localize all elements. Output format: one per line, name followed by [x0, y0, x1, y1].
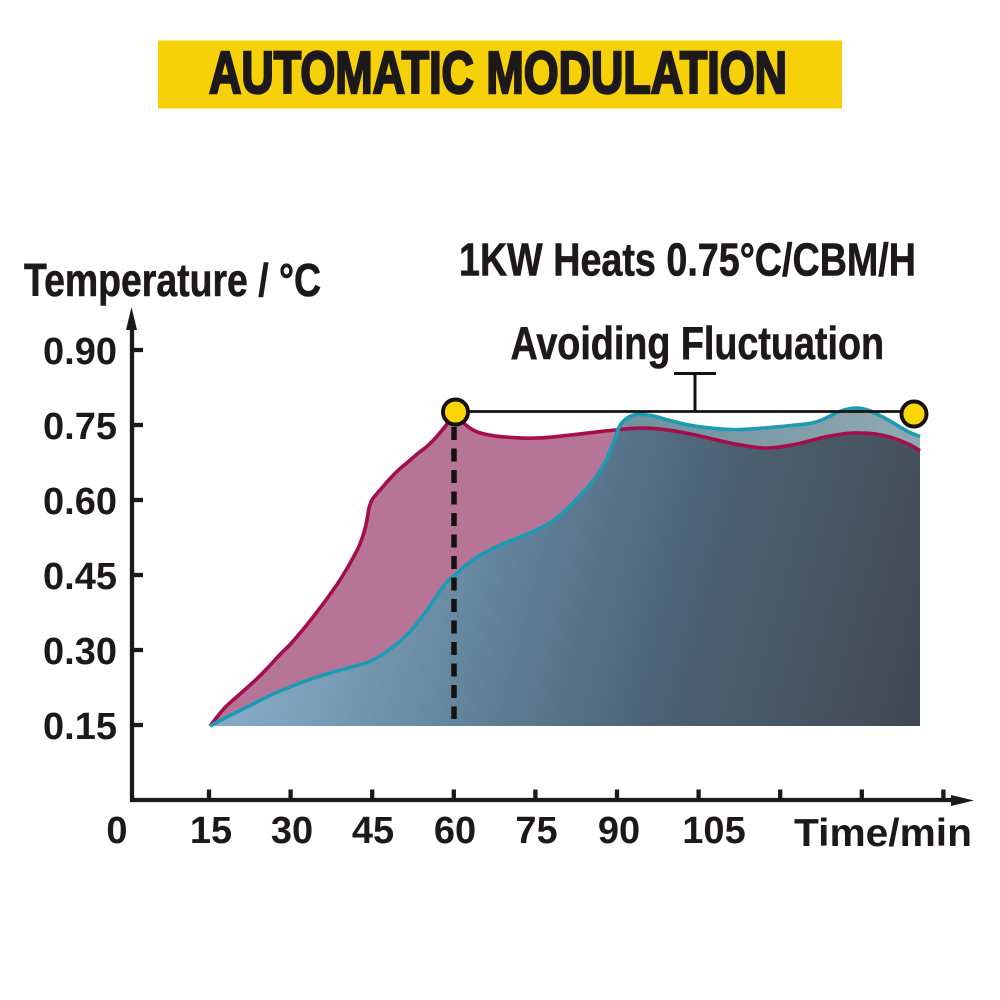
svg-text:30: 30 — [271, 810, 313, 852]
svg-text:0.75: 0.75 — [43, 406, 117, 448]
svg-text:0.45: 0.45 — [43, 556, 117, 598]
svg-text:45: 45 — [352, 810, 394, 852]
svg-text:0: 0 — [106, 810, 127, 852]
svg-text:15: 15 — [190, 810, 232, 852]
svg-text:Temperature / °C: Temperature / °C — [24, 254, 321, 306]
svg-text:Time/min: Time/min — [794, 812, 972, 855]
svg-text:AUTOMATIC MODULATION: AUTOMATIC MODULATION — [209, 40, 787, 106]
svg-text:90: 90 — [598, 810, 640, 852]
svg-text:1KW Heats 0.75°C/CBM/H: 1KW Heats 0.75°C/CBM/H — [459, 234, 916, 286]
svg-text:75: 75 — [515, 810, 557, 852]
svg-text:0.90: 0.90 — [43, 331, 117, 373]
svg-text:105: 105 — [682, 810, 745, 852]
svg-text:0.30: 0.30 — [43, 631, 117, 673]
svg-text:0.60: 0.60 — [43, 481, 117, 523]
svg-text:60: 60 — [434, 810, 476, 852]
svg-text:Avoiding Fluctuation: Avoiding Fluctuation — [511, 317, 885, 369]
svg-text:0.15: 0.15 — [43, 706, 117, 748]
